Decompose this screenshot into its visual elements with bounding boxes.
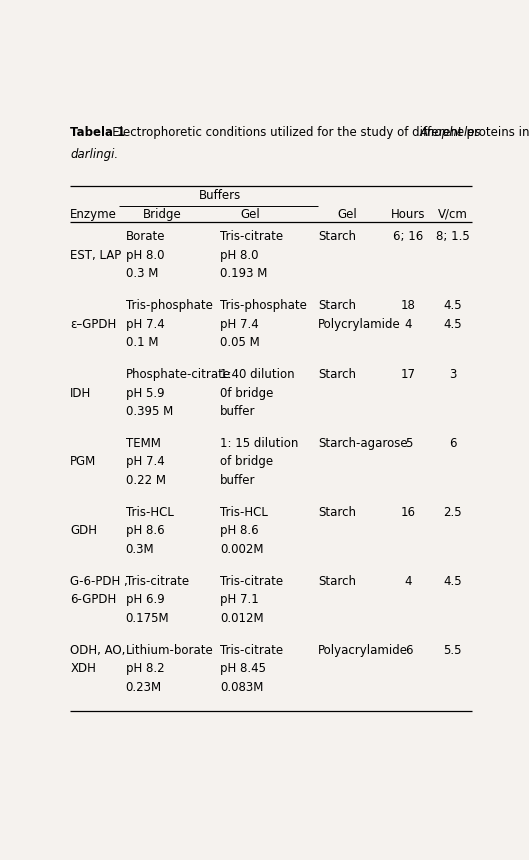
Text: 4.5: 4.5	[443, 317, 462, 331]
Text: PGM: PGM	[70, 456, 96, 469]
Text: EST, LAP: EST, LAP	[70, 249, 122, 262]
Text: Hours: Hours	[391, 208, 426, 221]
Text: pH 8.6: pH 8.6	[125, 525, 164, 538]
Text: 6: 6	[449, 437, 457, 450]
Text: 0.1 M: 0.1 M	[125, 336, 158, 349]
Text: 18: 18	[401, 299, 416, 312]
Text: 5: 5	[405, 437, 412, 450]
Text: Phosphate-citrate: Phosphate-citrate	[125, 368, 231, 381]
Text: 1:40 dilution: 1:40 dilution	[220, 368, 295, 381]
Text: pH 8.0: pH 8.0	[125, 249, 164, 262]
Text: 17: 17	[401, 368, 416, 381]
Text: 0.175M: 0.175M	[125, 611, 169, 624]
Text: 0.395 M: 0.395 M	[125, 405, 173, 418]
Text: Tris-phosphate: Tris-phosphate	[125, 299, 213, 312]
Text: 16: 16	[401, 506, 416, 519]
Text: Starch-agarose: Starch-agarose	[318, 437, 408, 450]
Text: buffer: buffer	[220, 405, 256, 418]
Text: Starch: Starch	[318, 299, 356, 312]
Text: Anopheles: Anopheles	[419, 126, 481, 139]
Text: IDH: IDH	[70, 387, 92, 400]
Text: TEMM: TEMM	[125, 437, 160, 450]
Text: Enzyme: Enzyme	[70, 208, 117, 221]
Text: Starch: Starch	[318, 506, 356, 519]
Text: pH 6.9: pH 6.9	[125, 593, 165, 606]
Text: pH 7.1: pH 7.1	[220, 593, 259, 606]
Text: 0.3M: 0.3M	[125, 543, 154, 556]
Text: Tabela 1: Tabela 1	[70, 126, 125, 139]
Text: ε–GPDH: ε–GPDH	[70, 317, 116, 331]
Text: Starch: Starch	[318, 368, 356, 381]
Text: pH 8.45: pH 8.45	[220, 662, 266, 675]
Text: Tris-citrate: Tris-citrate	[125, 574, 189, 587]
Text: 1: 15 dilution: 1: 15 dilution	[220, 437, 298, 450]
Text: Tris-phosphate: Tris-phosphate	[220, 299, 307, 312]
Text: pH 8.6: pH 8.6	[220, 525, 259, 538]
Text: 0f bridge: 0f bridge	[220, 387, 273, 400]
Text: 4: 4	[405, 574, 412, 587]
Text: Tris-HCL: Tris-HCL	[125, 506, 174, 519]
Text: Tris-citrate: Tris-citrate	[220, 643, 283, 656]
Text: 4.5: 4.5	[443, 574, 462, 587]
Text: 5.5: 5.5	[443, 643, 462, 656]
Text: V/cm: V/cm	[438, 208, 468, 221]
Text: G-6-PDH ,: G-6-PDH ,	[70, 574, 128, 587]
Text: Polycrylamide: Polycrylamide	[318, 317, 401, 331]
Text: pH 7.4: pH 7.4	[125, 317, 165, 331]
Text: 4: 4	[405, 317, 412, 331]
Text: of bridge: of bridge	[220, 456, 273, 469]
Text: 4.5: 4.5	[443, 299, 462, 312]
Text: XDH: XDH	[70, 662, 96, 675]
Text: GDH: GDH	[70, 525, 97, 538]
Text: darlingi.: darlingi.	[70, 148, 118, 161]
Text: pH 5.9: pH 5.9	[125, 387, 164, 400]
Text: 6-GPDH: 6-GPDH	[70, 593, 116, 606]
Text: Tris-citrate: Tris-citrate	[220, 574, 283, 587]
Text: Gel: Gel	[337, 208, 357, 221]
Text: 0.23M: 0.23M	[125, 680, 162, 694]
Text: Borate: Borate	[125, 230, 165, 243]
Text: Starch: Starch	[318, 230, 356, 243]
Text: 0.193 M: 0.193 M	[220, 267, 267, 280]
Text: pH 7.4: pH 7.4	[220, 317, 259, 331]
Text: Polyacrylamide: Polyacrylamide	[318, 643, 408, 656]
Text: 6; 16: 6; 16	[394, 230, 424, 243]
Text: Tris-citrate: Tris-citrate	[220, 230, 283, 243]
Text: Lithium-borate: Lithium-borate	[125, 643, 213, 656]
Text: 3: 3	[449, 368, 457, 381]
Text: 6: 6	[405, 643, 412, 656]
Text: buffer: buffer	[220, 474, 256, 487]
Text: .  Electrophoretic conditions utilized for the study of different proteins in: . Electrophoretic conditions utilized fo…	[101, 126, 529, 139]
Text: Buffers: Buffers	[199, 189, 241, 202]
Text: Bridge: Bridge	[143, 208, 182, 221]
Text: pH 7.4: pH 7.4	[125, 456, 165, 469]
Text: Starch: Starch	[318, 574, 356, 587]
Text: 0.05 M: 0.05 M	[220, 336, 260, 349]
Text: 0.012M: 0.012M	[220, 611, 263, 624]
Text: 0.002M: 0.002M	[220, 543, 263, 556]
Text: Tris-HCL: Tris-HCL	[220, 506, 268, 519]
Text: ODH, AO,: ODH, AO,	[70, 643, 125, 656]
Text: 2.5: 2.5	[443, 506, 462, 519]
Text: 0.3 M: 0.3 M	[125, 267, 158, 280]
Text: pH 8.0: pH 8.0	[220, 249, 258, 262]
Text: pH 8.2: pH 8.2	[125, 662, 164, 675]
Text: 0.22 M: 0.22 M	[125, 474, 166, 487]
Text: 0.083M: 0.083M	[220, 680, 263, 694]
Text: Gel: Gel	[241, 208, 260, 221]
Text: 8; 1.5: 8; 1.5	[436, 230, 470, 243]
